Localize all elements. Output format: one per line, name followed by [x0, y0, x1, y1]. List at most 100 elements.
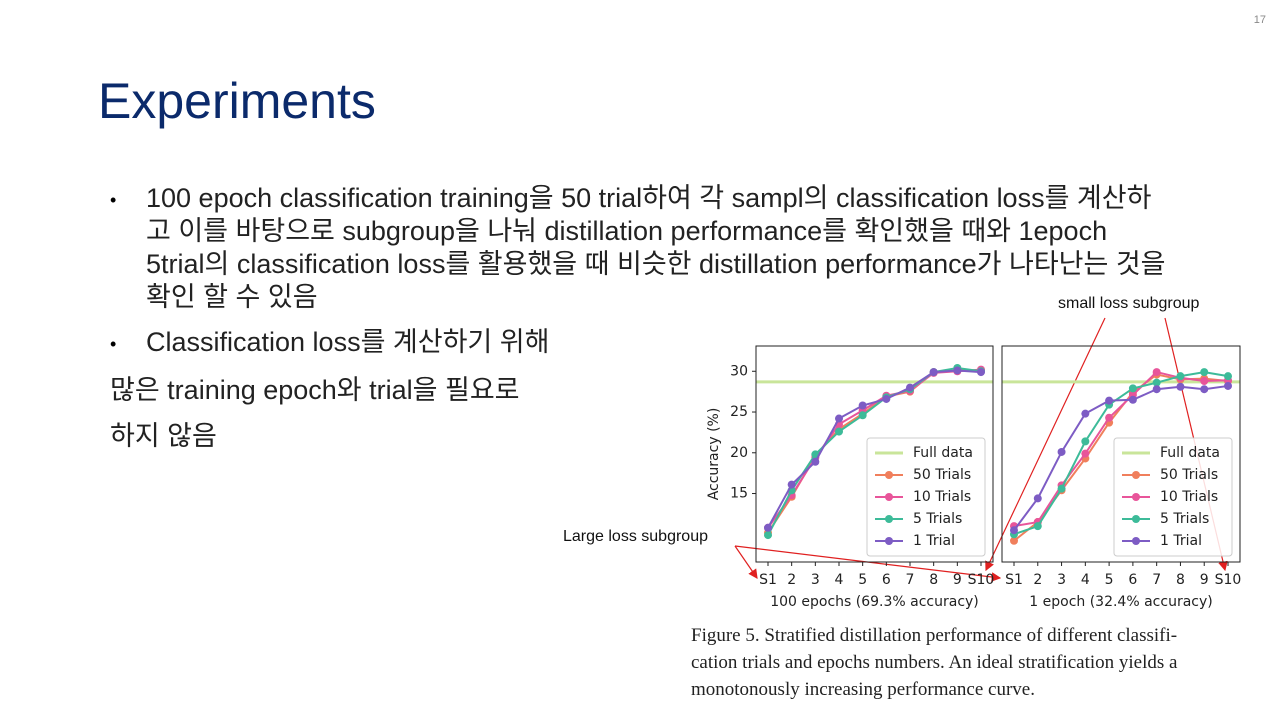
point — [811, 457, 820, 466]
point — [1200, 377, 1209, 386]
legend-label: 1 Trial — [913, 533, 955, 549]
series-line — [1013, 384, 1229, 531]
point — [882, 394, 891, 403]
x-tick-label: 3 — [811, 572, 820, 588]
x-tick-label: 7 — [1152, 572, 1161, 588]
point — [1128, 395, 1137, 404]
x-tick-label: 9 — [1200, 572, 1209, 588]
point — [1105, 413, 1114, 422]
legend-label: 50 Trials — [1160, 467, 1218, 483]
x-tick-label: 2 — [1033, 572, 1042, 588]
point — [953, 366, 962, 375]
point — [1128, 384, 1137, 393]
point — [1010, 536, 1018, 545]
point — [1200, 385, 1209, 394]
point — [1033, 522, 1042, 531]
point — [858, 411, 867, 420]
plot-frame — [1001, 345, 1241, 563]
plot-frame — [755, 345, 994, 563]
series-line — [767, 369, 982, 529]
x-axis-label: 1 epoch (32.4% accuracy) — [1029, 594, 1212, 610]
y-axis-label: Accuracy (%) — [706, 408, 722, 501]
point — [977, 368, 985, 377]
point — [1057, 484, 1066, 493]
legend-marker — [885, 515, 893, 523]
point — [764, 523, 772, 532]
x-tick-label: 6 — [882, 572, 891, 588]
point — [1224, 372, 1232, 381]
legend-label: 10 Trials — [1160, 489, 1218, 505]
x-tick-label: 3 — [1057, 572, 1066, 588]
legend-label: 50 Trials — [913, 467, 971, 483]
series-line — [1013, 370, 1229, 528]
legend-label: 5 Trials — [913, 511, 962, 527]
y-tick-label: 20 — [730, 445, 748, 461]
bullet: Classification loss를 계산하기 위해 — [146, 327, 550, 357]
x-tick-label: 4 — [835, 572, 844, 588]
point — [1176, 382, 1185, 391]
point — [787, 480, 796, 489]
legend-marker — [1132, 493, 1140, 501]
legend-marker — [885, 471, 893, 479]
point — [1152, 368, 1161, 377]
legend-marker — [885, 493, 893, 501]
point — [929, 368, 938, 377]
x-tick-label: S10 — [968, 572, 995, 588]
caption: monotonously increasing performance curv… — [691, 679, 1035, 700]
point — [1105, 396, 1114, 405]
y-tick-label: 15 — [730, 486, 748, 502]
annotation: small loss subgroup — [1058, 295, 1200, 312]
point — [1010, 526, 1018, 535]
body-line: 하지 않음 — [110, 421, 217, 451]
legend-marker — [1132, 471, 1140, 479]
series-line — [1013, 371, 1229, 536]
point — [1057, 447, 1066, 456]
point — [764, 531, 772, 540]
caption: Figure 5. Stratified distillation perfor… — [691, 625, 1178, 646]
point — [1152, 385, 1161, 394]
x-tick-label: 5 — [858, 572, 867, 588]
point — [835, 414, 843, 423]
x-tick-label: 8 — [929, 572, 938, 588]
x-tick-label: 6 — [1128, 572, 1137, 588]
point — [835, 427, 843, 436]
x-axis-label: 100 epochs (69.3% accuracy) — [770, 594, 979, 610]
x-tick-label: 5 — [1105, 572, 1114, 588]
x-tick-label: S1 — [1005, 572, 1023, 588]
point — [858, 401, 867, 410]
bullet-dot: • — [110, 334, 117, 354]
bullet: 100 epoch classification training을 50 tr… — [146, 183, 1166, 312]
point — [1081, 449, 1090, 458]
x-tick-label: 7 — [906, 572, 915, 588]
legend-marker — [1132, 515, 1140, 523]
caption: cation trials and epochs numbers. An ide… — [691, 652, 1178, 673]
legend-box — [866, 437, 986, 557]
point — [1081, 409, 1090, 418]
legend-marker — [1132, 537, 1140, 545]
x-tick-label: 9 — [953, 572, 962, 588]
legend-label: Full data — [1160, 445, 1220, 461]
slide-number: 17 — [1253, 14, 1266, 26]
point — [1176, 372, 1185, 381]
legend-label: 5 Trials — [1160, 511, 1209, 527]
legend-label: 1 Trial — [1160, 533, 1202, 549]
y-tick-label: 30 — [730, 363, 748, 379]
point — [1224, 381, 1232, 390]
slide-title: Experiments — [98, 73, 376, 129]
point — [1152, 378, 1161, 387]
legend-box — [1113, 437, 1233, 557]
annotation: Large loss subgroup — [563, 528, 708, 545]
x-tick-label: S1 — [759, 572, 777, 588]
bullet-dot: • — [110, 190, 117, 210]
legend-label: 10 Trials — [913, 489, 971, 505]
point — [906, 383, 914, 392]
legend-label: Full data — [913, 445, 973, 461]
point — [1200, 368, 1209, 377]
x-tick-label: 2 — [787, 572, 796, 588]
y-tick-label: 25 — [730, 404, 748, 420]
x-tick-label: 8 — [1176, 572, 1185, 588]
point — [1081, 437, 1090, 446]
legend-marker — [885, 537, 893, 545]
